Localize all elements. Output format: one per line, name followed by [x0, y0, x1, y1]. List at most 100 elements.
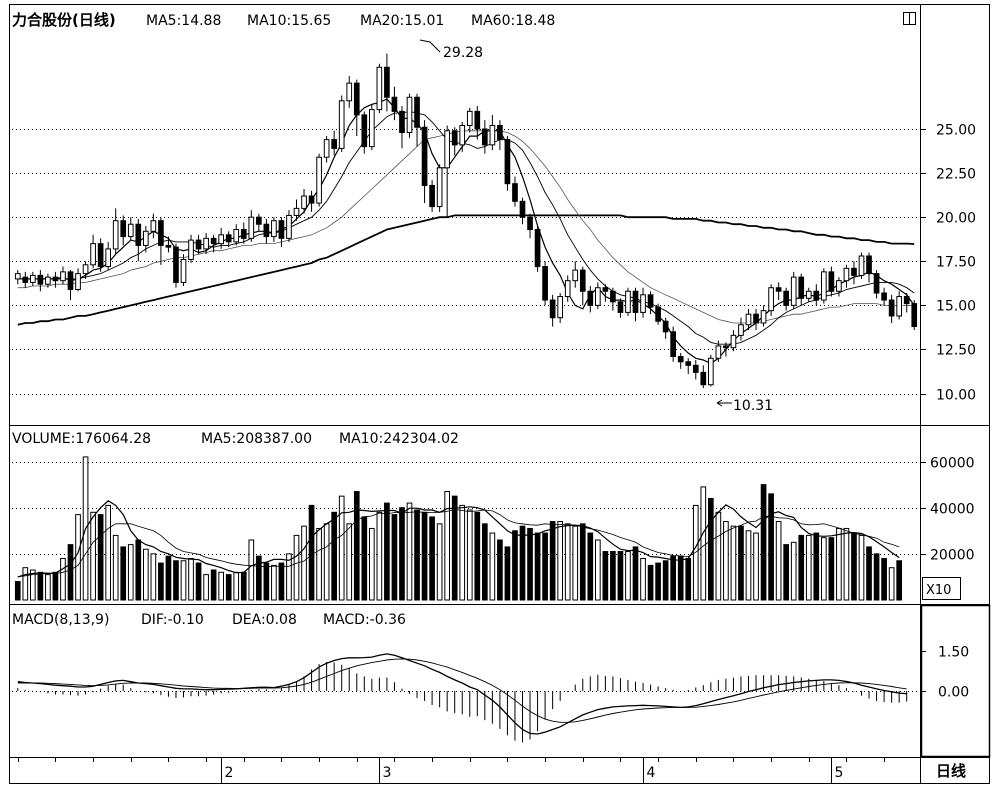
volume-bar-up [127, 544, 134, 601]
volume-bar-down [527, 527, 533, 601]
candle-up [760, 310, 767, 324]
volume-bar-down [414, 509, 420, 601]
candle-down [414, 96, 420, 128]
low-annotation: 10.31 [733, 398, 773, 414]
volume-bar-down [97, 514, 104, 601]
candle-down [173, 246, 179, 283]
volume-bar-up [564, 523, 571, 601]
candle-up [271, 220, 277, 238]
volume-bar-down [579, 523, 586, 601]
volume-bar-up [459, 504, 466, 601]
volume-panel: 60000 40000 20000 [12, 456, 975, 601]
price-tick-label: 20.00 [936, 211, 976, 227]
volume-bar-down [768, 493, 774, 601]
volume-bar-down [195, 562, 202, 601]
candle-down [685, 361, 692, 366]
volume-bar-up [843, 527, 850, 601]
candle-down [677, 356, 684, 363]
volume-bar-up [376, 511, 383, 601]
volume-bar-up [572, 525, 579, 601]
volume-bar-up [858, 534, 865, 601]
candle-up [323, 139, 330, 158]
macd-axis-box [920, 604, 991, 758]
volume-unit-box [922, 577, 961, 600]
volume-bar-down [602, 551, 609, 601]
period-label[interactable]: 日线 [936, 762, 966, 780]
volume-ma5: MA5:208387.00 [201, 431, 312, 447]
volume-bar-down [120, 546, 127, 601]
volume-bar-up [142, 548, 149, 601]
candle-up [150, 220, 157, 232]
candle-up [625, 290, 631, 313]
candle-up [843, 267, 850, 282]
candle-down [37, 274, 44, 285]
volume-bar-up [466, 509, 473, 601]
candle-up [286, 214, 292, 239]
volume-bar-down [587, 532, 594, 601]
candle-up [768, 287, 774, 312]
candle-down [866, 255, 872, 275]
volume-bar-down [866, 546, 872, 601]
candle-down [519, 200, 526, 218]
candle-up [188, 239, 194, 261]
volume-ma10: MA10:242304.02 [339, 431, 459, 447]
volume-bar-down [662, 560, 669, 601]
candle-down [662, 320, 669, 333]
volume-bar-up [836, 527, 842, 601]
candle-down [165, 244, 172, 248]
candle-up [218, 234, 225, 245]
candle-up [820, 271, 827, 301]
high-annotation-arrow [419, 39, 441, 53]
volume-tick-label: 20000 [930, 548, 975, 564]
candle-up [316, 156, 322, 204]
volume-bar-up [790, 541, 797, 601]
volume-bar-down [37, 571, 44, 601]
price-panel: 25.00 22.50 20.00 17.50 15.00 12.50 10.00 [12, 53, 976, 404]
candle-up [836, 280, 842, 292]
volume-bar-up [805, 534, 812, 601]
volume-bar-up [338, 495, 345, 601]
candle-up [489, 124, 496, 146]
candle-down [655, 306, 661, 322]
candle-up [293, 207, 300, 216]
volume-bar-up [248, 539, 255, 601]
candle-down [210, 237, 217, 245]
macd-dea: DEA:0.08 [232, 612, 297, 628]
candle-down [451, 130, 458, 146]
price-tick-label: 12.50 [936, 343, 976, 359]
volume-bar-down [399, 507, 405, 601]
volume-bar-up [22, 567, 29, 601]
candle-down [888, 299, 895, 317]
volume-bar-down [512, 530, 518, 601]
macd-value: MACD:-0.36 [323, 612, 406, 628]
candle-down [331, 139, 338, 149]
volume-bar-up [271, 564, 277, 601]
candle-up [436, 167, 443, 208]
date-label: 4 [647, 765, 656, 781]
macd-dif-line [17, 653, 907, 735]
volume-bar-up [75, 514, 81, 601]
volume-bar-up [45, 574, 51, 601]
volume-bar-up [406, 502, 413, 601]
candle-down [399, 110, 405, 134]
volume-bar-up [489, 532, 496, 601]
volume-bar-down [497, 539, 503, 601]
candle-down [549, 299, 556, 319]
volume-bar-up [293, 534, 300, 601]
volume-bar-up [730, 525, 737, 601]
candle-down [692, 364, 699, 373]
volume-bar-down [851, 532, 857, 601]
volume-bar-down [670, 555, 677, 601]
volume-bar-down [647, 564, 654, 601]
candle-up [594, 287, 601, 306]
candle-down [158, 220, 164, 246]
candle-up [557, 296, 564, 319]
candle-down [587, 290, 594, 306]
volume-bar-down [52, 571, 59, 601]
volume-bar-up [286, 553, 292, 601]
candle-down [828, 271, 835, 292]
volume-bar-up [745, 530, 752, 601]
volume-tick-label: 60000 [930, 456, 975, 472]
